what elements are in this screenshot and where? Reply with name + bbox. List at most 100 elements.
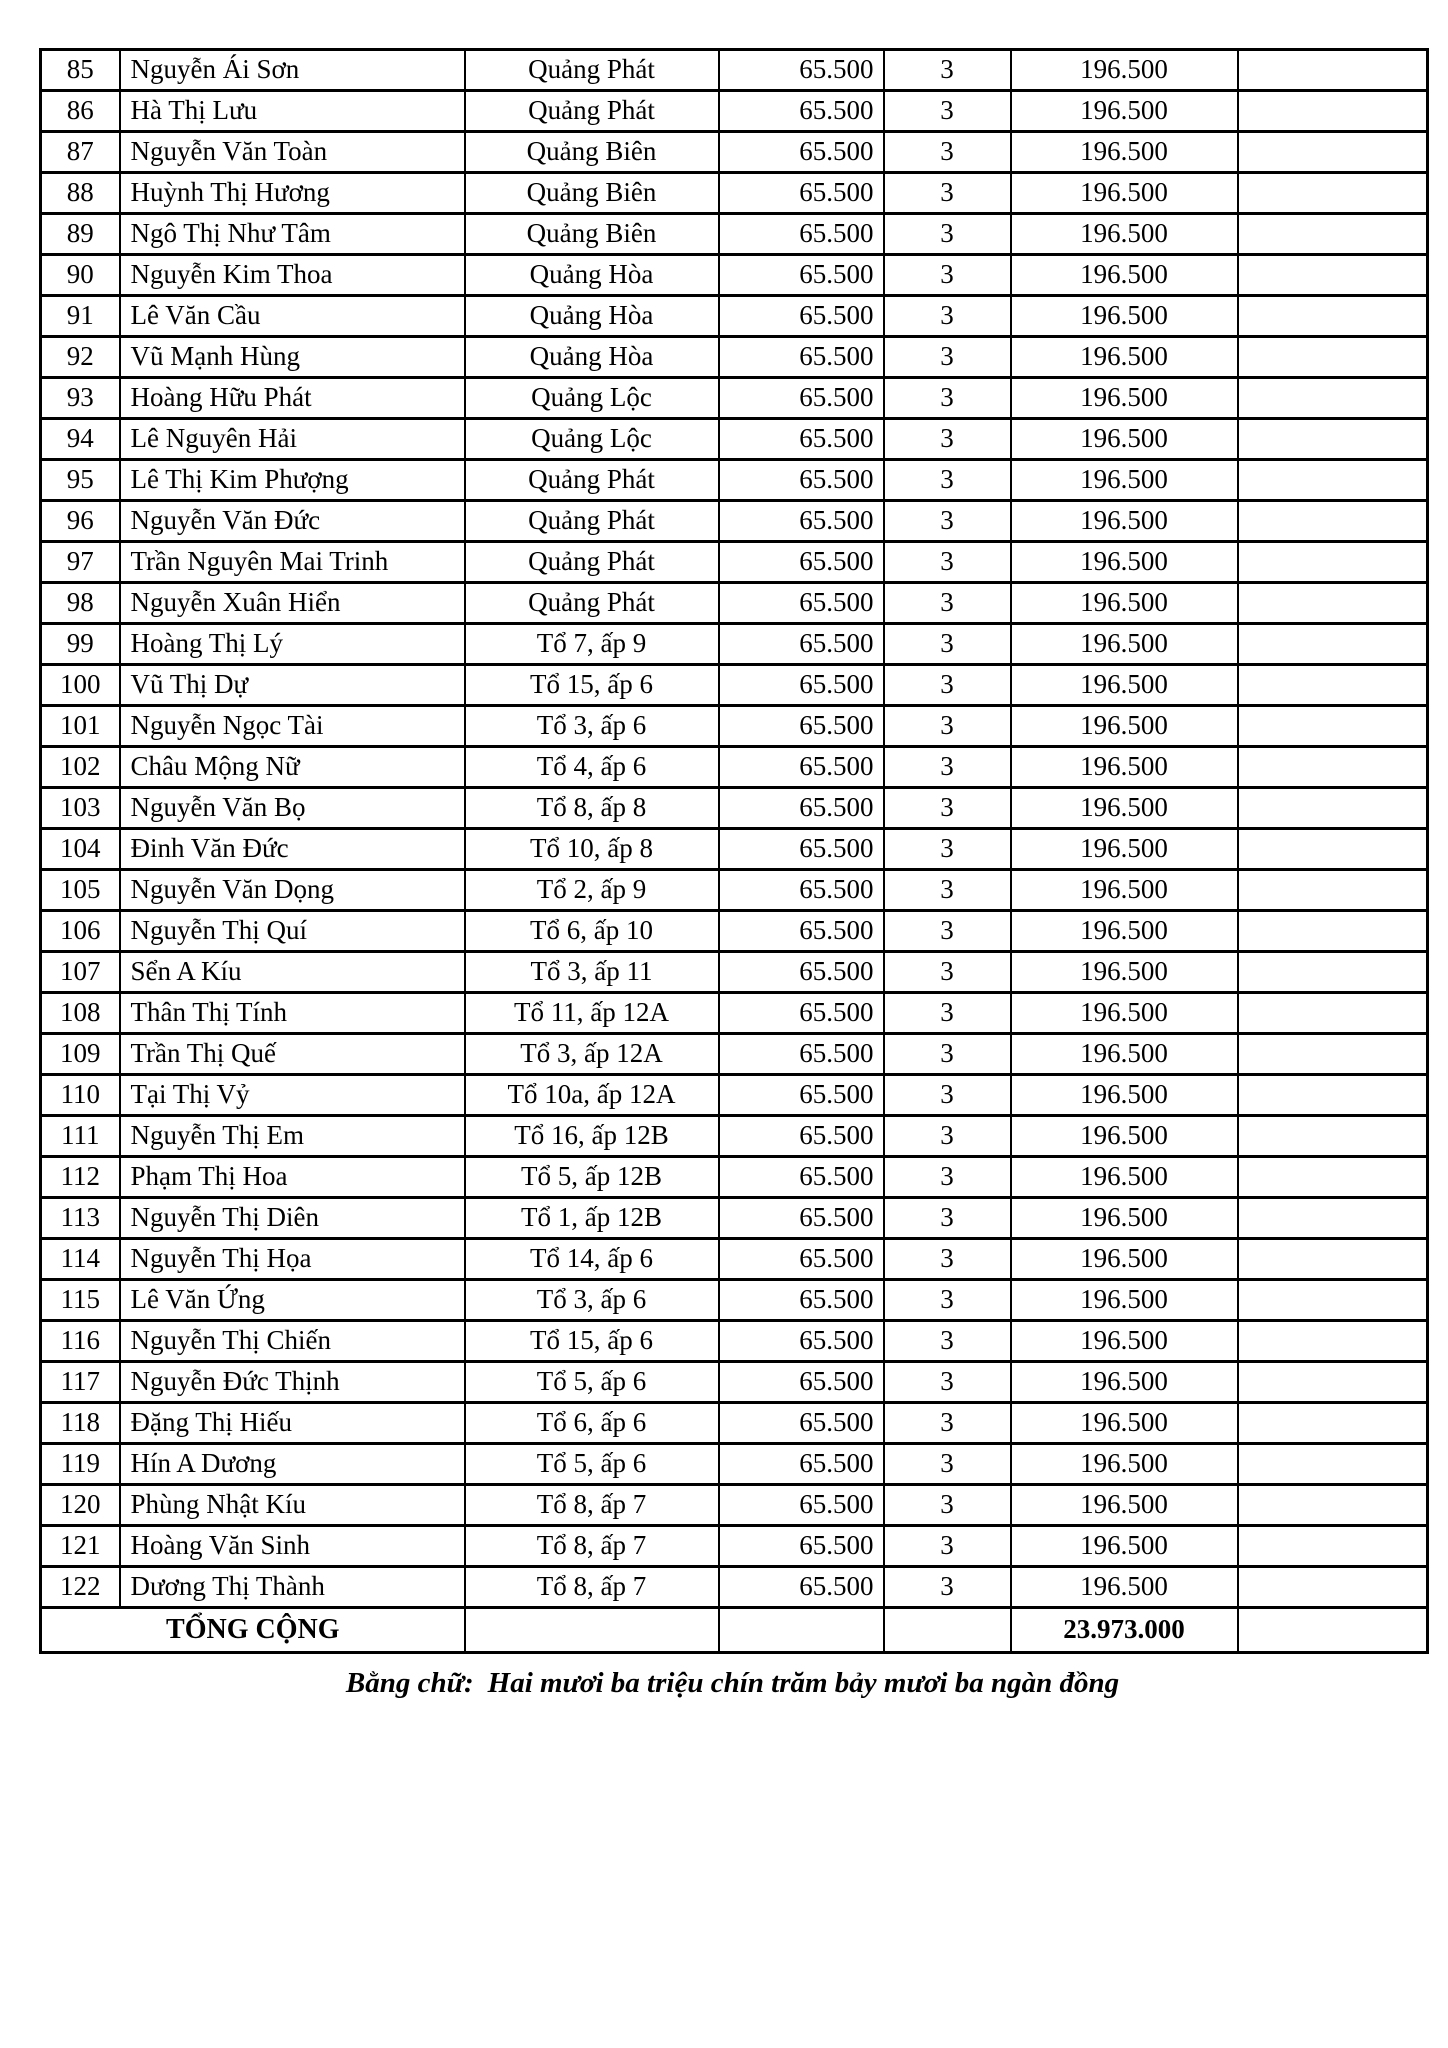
location-cell: Tổ 15, ấp 6	[463, 663, 720, 707]
amount-cell: 196.500	[1009, 89, 1239, 133]
unit-price-cell: 65.500	[717, 786, 885, 830]
quantity-cell: 3	[882, 1319, 1012, 1363]
amount-cell: 196.500	[1009, 745, 1239, 789]
row-number-cell: 119	[39, 1442, 121, 1486]
location-cell: Tổ 6, ấp 6	[463, 1401, 720, 1445]
quantity-cell: 3	[882, 745, 1012, 789]
amount-in-words-label: Bằng chữ:	[345, 1667, 474, 1699]
quantity-cell: 3	[882, 663, 1012, 707]
location-cell: Tổ 6, ấp 10	[463, 909, 720, 953]
quantity-cell: 3	[882, 1442, 1012, 1486]
name-cell: Hoàng Văn Sinh	[118, 1524, 466, 1568]
unit-price-cell: 65.500	[717, 950, 885, 994]
row-number-cell: 101	[39, 704, 121, 748]
amount-in-words-text: Hai mươi ba triệu chín trăm bảy mươi ba …	[487, 1667, 1120, 1699]
location-cell: Quảng Lộc	[463, 376, 720, 420]
table-row: 98 Nguyễn Xuân Hiển Quảng Phát 65.500 3 …	[39, 581, 1429, 625]
unit-price-cell: 65.500	[717, 253, 885, 297]
name-cell: Nguyễn Kim Thoa	[118, 253, 466, 297]
unit-price-cell: 65.500	[717, 171, 885, 215]
total-location-cell	[463, 1606, 720, 1654]
unit-price-cell: 65.500	[717, 1524, 885, 1568]
note-cell	[1236, 499, 1429, 543]
note-cell	[1236, 950, 1429, 994]
location-cell: Tổ 8, ấp 7	[463, 1524, 720, 1568]
location-cell: Quảng Phát	[463, 458, 720, 502]
quantity-cell: 3	[882, 1483, 1012, 1527]
table-row: 91 Lê Văn Cầu Quảng Hòa 65.500 3 196.500	[39, 294, 1429, 338]
name-cell: Lê Văn Ứng	[118, 1278, 466, 1322]
note-cell	[1236, 48, 1429, 92]
note-cell	[1236, 704, 1429, 748]
quantity-cell: 3	[882, 704, 1012, 748]
location-cell: Tổ 15, ấp 6	[463, 1319, 720, 1363]
amount-cell: 196.500	[1009, 1237, 1239, 1281]
unit-price-cell: 65.500	[717, 1237, 885, 1281]
row-number-cell: 91	[39, 294, 121, 338]
location-cell: Tổ 8, ấp 7	[463, 1483, 720, 1527]
amount-cell: 196.500	[1009, 1401, 1239, 1445]
quantity-cell: 3	[882, 253, 1012, 297]
name-cell: Nguyễn Đức Thịnh	[118, 1360, 466, 1404]
total-quantity-cell	[882, 1606, 1012, 1654]
unit-price-cell: 65.500	[717, 1155, 885, 1199]
quantity-cell: 3	[882, 950, 1012, 994]
location-cell: Quảng Hòa	[463, 253, 720, 297]
unit-price-cell: 65.500	[717, 1032, 885, 1076]
unit-price-cell: 65.500	[717, 1565, 885, 1609]
note-cell	[1236, 1114, 1429, 1158]
unit-price-cell: 65.500	[717, 499, 885, 543]
table-row: 106 Nguyễn Thị Quí Tổ 6, ấp 10 65.500 3 …	[39, 909, 1429, 953]
unit-price-cell: 65.500	[717, 1483, 885, 1527]
table-row: 86 Hà Thị Lưu Quảng Phát 65.500 3 196.50…	[39, 89, 1429, 133]
total-amount-cell: 23.973.000	[1009, 1606, 1239, 1654]
note-cell	[1236, 581, 1429, 625]
unit-price-cell: 65.500	[717, 376, 885, 420]
total-unit-price-cell	[717, 1606, 885, 1654]
unit-price-cell: 65.500	[717, 622, 885, 666]
quantity-cell: 3	[882, 130, 1012, 174]
payment-roster-table: 85 Nguyễn Ái Sơn Quảng Phát 65.500 3 196…	[39, 48, 1429, 1654]
note-cell	[1236, 1524, 1429, 1568]
quantity-cell: 3	[882, 1237, 1012, 1281]
row-number-cell: 122	[39, 1565, 121, 1609]
quantity-cell: 3	[882, 909, 1012, 953]
amount-cell: 196.500	[1009, 48, 1239, 92]
note-cell	[1236, 1073, 1429, 1117]
amount-in-words-line: Bằng chữ: Hai mươi ba triệu chín trăm bảy…	[39, 1667, 1426, 1700]
unit-price-cell: 65.500	[717, 1319, 885, 1363]
table-row: 92 Vũ Mạnh Hùng Quảng Hòa 65.500 3 196.5…	[39, 335, 1429, 379]
name-cell: Lê Nguyên Hải	[118, 417, 466, 461]
quantity-cell: 3	[882, 171, 1012, 215]
quantity-cell: 3	[882, 1032, 1012, 1076]
location-cell: Tổ 5, ấp 6	[463, 1442, 720, 1486]
amount-cell: 196.500	[1009, 1032, 1239, 1076]
amount-cell: 196.500	[1009, 909, 1239, 953]
table-row: 89 Ngô Thị Như Tâm Quảng Biên 65.500 3 1…	[39, 212, 1429, 256]
table-row: 104 Đinh Văn Đức Tổ 10, ấp 8 65.500 3 19…	[39, 827, 1429, 871]
note-cell	[1236, 622, 1429, 666]
location-cell: Tổ 7, ấp 9	[463, 622, 720, 666]
quantity-cell: 3	[882, 458, 1012, 502]
table-row: 116 Nguyễn Thị Chiến Tổ 15, ấp 6 65.500 …	[39, 1319, 1429, 1363]
quantity-cell: 3	[882, 622, 1012, 666]
table-row: 122 Dương Thị Thành Tổ 8, ấp 7 65.500 3 …	[39, 1565, 1429, 1609]
unit-price-cell: 65.500	[717, 1196, 885, 1240]
name-cell: Nguyễn Văn Bọ	[118, 786, 466, 830]
location-cell: Quảng Hòa	[463, 294, 720, 338]
location-cell: Tổ 5, ấp 6	[463, 1360, 720, 1404]
amount-cell: 196.500	[1009, 1114, 1239, 1158]
location-cell: Tổ 16, ấp 12B	[463, 1114, 720, 1158]
unit-price-cell: 65.500	[717, 1114, 885, 1158]
note-cell	[1236, 458, 1429, 502]
location-cell: Tổ 8, ấp 7	[463, 1565, 720, 1609]
table-row: 111 Nguyễn Thị Em Tổ 16, ấp 12B 65.500 3…	[39, 1114, 1429, 1158]
row-number-cell: 108	[39, 991, 121, 1035]
location-cell: Tổ 4, ấp 6	[463, 745, 720, 789]
table-row: 120 Phùng Nhật Kíu Tổ 8, ấp 7 65.500 3 1…	[39, 1483, 1429, 1527]
note-cell	[1236, 745, 1429, 789]
note-cell	[1236, 1442, 1429, 1486]
quantity-cell: 3	[882, 1360, 1012, 1404]
row-number-cell: 113	[39, 1196, 121, 1240]
